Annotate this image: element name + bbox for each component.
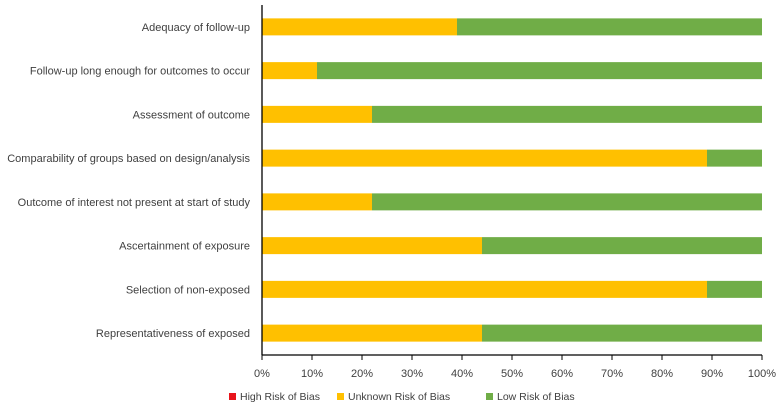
- bar-segment-unknown-risk-of-bias: [262, 149, 707, 167]
- bar-segment-unknown-risk-of-bias: [262, 237, 482, 255]
- legend-swatch: [229, 393, 236, 400]
- bar-segment-unknown-risk-of-bias: [262, 105, 372, 123]
- x-tick-label: 20%: [351, 368, 373, 380]
- bar-segment-low-risk-of-bias: [707, 149, 762, 167]
- bar-segment-low-risk-of-bias: [457, 18, 762, 36]
- category-label: Adequacy of follow-up: [142, 22, 250, 34]
- legend-label: High Risk of Bias: [240, 391, 320, 403]
- x-tick-label: 50%: [501, 368, 523, 380]
- category-label: Outcome of interest not present at start…: [18, 197, 251, 209]
- x-tick-label: 70%: [601, 368, 623, 380]
- legend-label: Low Risk of Bias: [497, 391, 575, 403]
- bar-segment-unknown-risk-of-bias: [262, 280, 707, 298]
- x-tick-label: 90%: [701, 368, 723, 380]
- bar-segment-low-risk-of-bias: [482, 237, 762, 255]
- bar-segment-low-risk-of-bias: [707, 280, 762, 298]
- legend: High Risk of Bias Unknown Risk of Bias Low…: [229, 391, 575, 403]
- category-label: Representativeness of exposed: [96, 328, 250, 340]
- legend-swatch: [486, 393, 493, 400]
- x-axis-ticks: 0% 10% 20% 30% 40% 50% 60% 70% 80% 90% 100%: [254, 355, 776, 380]
- x-tick-label: 0%: [254, 368, 270, 380]
- bar-segment-unknown-risk-of-bias: [262, 62, 317, 80]
- x-tick-label: 40%: [451, 368, 473, 380]
- legend-swatch: [337, 393, 344, 400]
- category-label: Selection of non-exposed: [126, 284, 250, 296]
- bar-segment-unknown-risk-of-bias: [262, 324, 482, 342]
- category-label: Ascertainment of exposure: [119, 241, 250, 253]
- x-tick-label: 80%: [651, 368, 673, 380]
- category-label: Comparability of groups based on design/…: [7, 153, 250, 165]
- category-label: Assessment of outcome: [133, 109, 250, 121]
- x-tick-label: 10%: [301, 368, 323, 380]
- bar-segment-unknown-risk-of-bias: [262, 18, 457, 36]
- bars-layer: [262, 18, 762, 342]
- bar-segment-low-risk-of-bias: [317, 62, 762, 80]
- bar-segment-low-risk-of-bias: [372, 105, 762, 123]
- bar-segment-low-risk-of-bias: [372, 193, 762, 211]
- x-tick-label: 100%: [748, 368, 776, 380]
- x-tick-label: 30%: [401, 368, 423, 380]
- bar-segment-low-risk-of-bias: [482, 324, 762, 342]
- category-label: Follow-up long enough for outcomes to oc…: [30, 66, 250, 78]
- bar-segment-unknown-risk-of-bias: [262, 193, 372, 211]
- legend-label: Unknown Risk of Bias: [348, 391, 450, 403]
- x-tick-label: 60%: [551, 368, 573, 380]
- category-labels: Adequacy of follow-up Follow-up long enou…: [7, 22, 250, 340]
